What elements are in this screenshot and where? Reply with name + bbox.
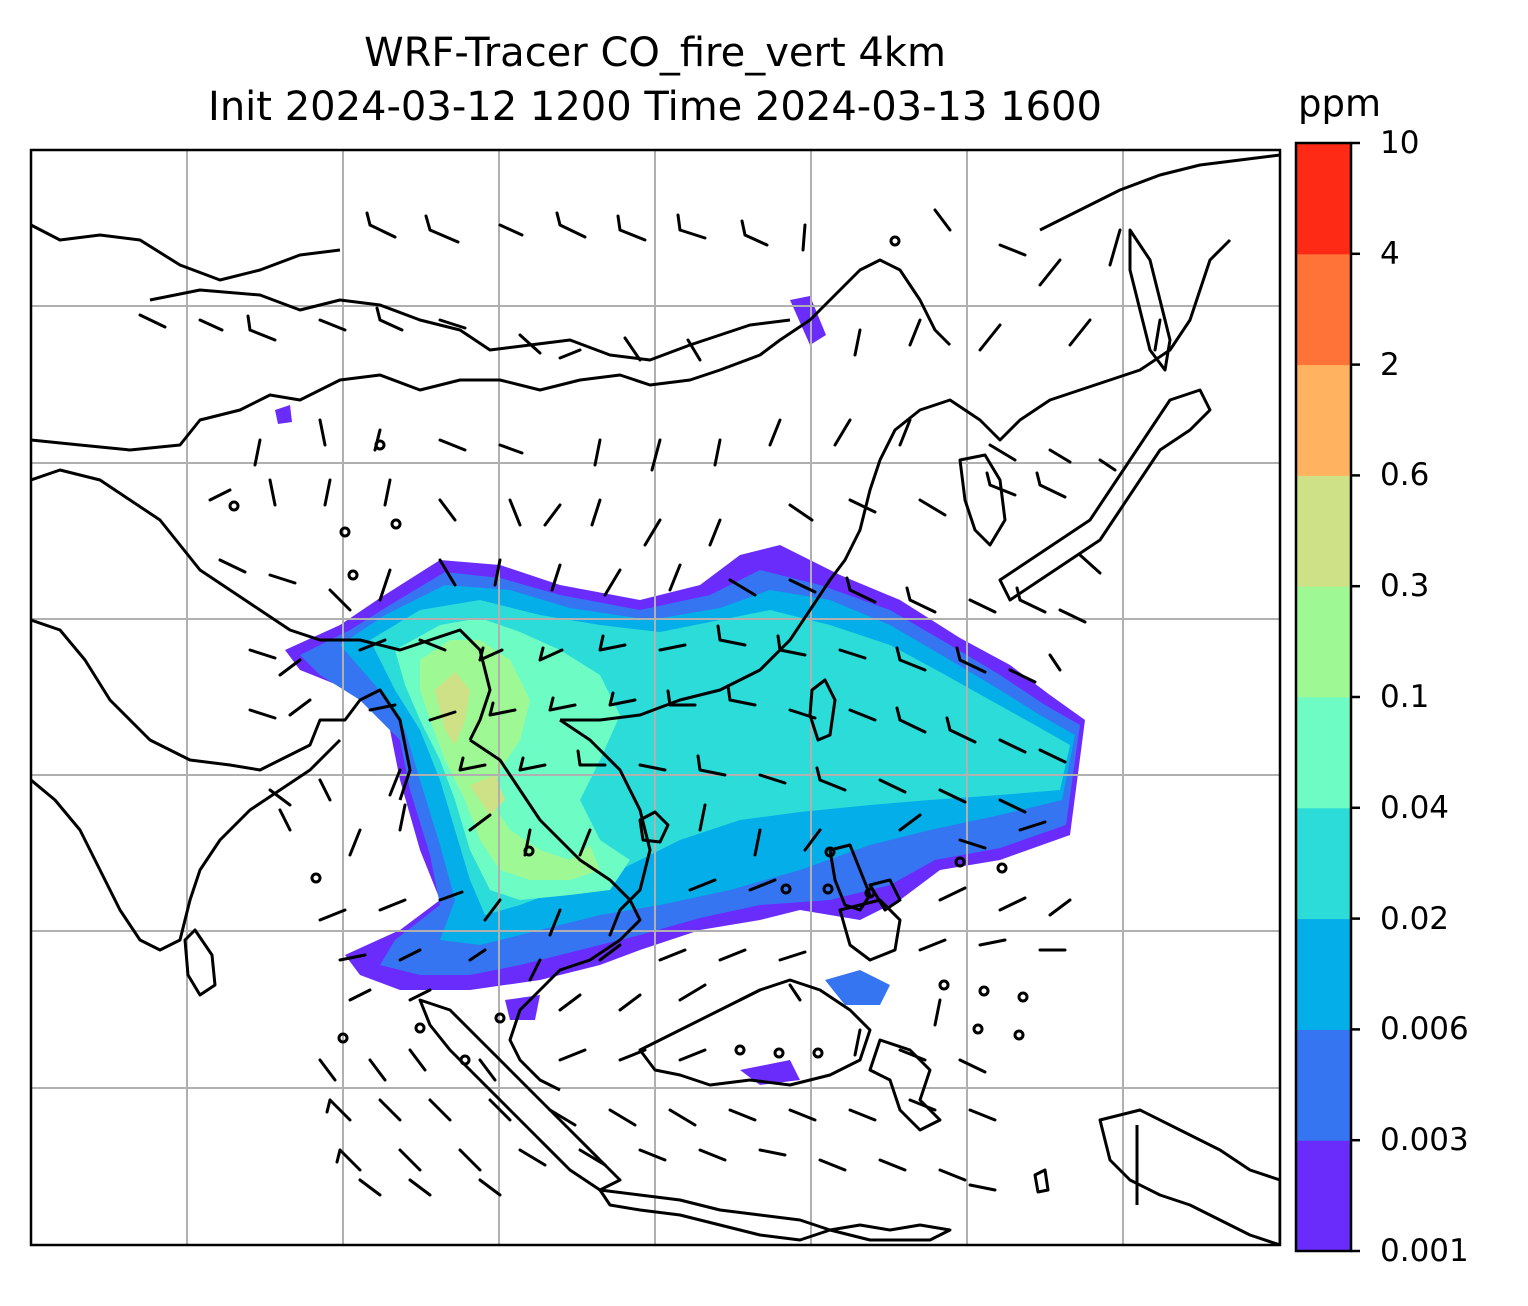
colorbar-segment-0.02-0.04 (1296, 807, 1351, 920)
colorbar-tick-label-0.3: 0.3 (1380, 568, 1430, 605)
coastline-java (598, 1188, 832, 1242)
colorbar-tick-label-0.006: 0.006 (1380, 1011, 1469, 1048)
coastline-lesser-sunda (828, 1223, 952, 1242)
colorbar-segment-0.3-0.6 (1296, 475, 1351, 587)
calm-wind-circles (228, 235, 1029, 1066)
plume-level-0.003-tibet (275, 405, 292, 424)
plume-level-0.003-java (740, 1060, 800, 1085)
colorbar-segment-0.6-2 (1296, 364, 1351, 476)
coastline-new-guinea (1098, 1108, 1280, 1245)
colorbar-segment-0.006-0.02 (1296, 918, 1351, 1030)
chart-title-line1: WRF-Tracer CO_fire_vert 4km (364, 30, 946, 76)
plume-level-0.3b (470, 775, 505, 815)
coastlines-borders (31, 153, 1280, 1245)
border-himalaya (31, 468, 492, 741)
border-mongolia (149, 288, 791, 362)
coastline-vietnam (559, 718, 652, 912)
coastline-timor (1033, 1168, 1050, 1194)
coastline-hainan (638, 810, 670, 844)
co-plume-layer (275, 296, 1085, 1085)
plume-level-0.003-borneo (825, 970, 890, 1005)
coastline-china-south (560, 238, 1232, 722)
colorbar-tick-label-10: 10 (1380, 125, 1420, 161)
chart-title-line2: Init 2024-03-12 1200 Time 2024-03-13 160… (208, 84, 1102, 130)
colorbar-tick-label-0.1: 0.1 (1380, 679, 1430, 715)
colorbar-tick-label-0.003: 0.003 (1380, 1122, 1469, 1159)
map-frame (29, 148, 1282, 1247)
coastline-kamchatka (1039, 153, 1280, 232)
coastline-sakhalin (1128, 228, 1172, 372)
colorbar-segment-0.003-0.006 (1296, 1029, 1351, 1141)
colorbar-tick-label-4: 4 (1380, 235, 1400, 272)
border-russia (31, 223, 341, 282)
coastline-sumatra (418, 998, 622, 1192)
colorbar-tick-label-0.001: 0.001 (1380, 1233, 1469, 1269)
colorbar-tick-label-2: 2 (1380, 346, 1400, 383)
coastline-visayas (868, 878, 902, 912)
coastline-indochina (469, 738, 642, 1092)
colorbar-segment-2-4 (1296, 253, 1351, 366)
coastline-india (31, 618, 412, 952)
colorbar-tick-label-0.6: 0.6 (1380, 457, 1430, 494)
coastline-srilanka (183, 928, 217, 997)
colorbar-segment-0.04-0.1 (1296, 697, 1351, 809)
map-gridlines (31, 150, 1280, 1245)
colorbar-tick-label-0.02: 0.02 (1380, 900, 1450, 937)
coastline-korea (958, 453, 1007, 547)
colorbar-unit-label: ppm (1298, 82, 1382, 125)
colorbar-tick-label-0.04: 0.04 (1380, 789, 1450, 826)
coastline-sulawesi (868, 1038, 942, 1132)
colorbar (1294, 141, 1360, 1253)
wind-barbs-layer (138, 208, 1162, 1197)
plume-level-0.3 (435, 672, 470, 745)
border-china-north (31, 258, 952, 452)
colorbar-segment-0.1-0.3 (1296, 586, 1351, 698)
coastline-japan (998, 388, 1212, 602)
colorbar-segment-4-10 (1296, 143, 1351, 255)
colorbar-segment-0.001-0.003 (1296, 1140, 1351, 1252)
